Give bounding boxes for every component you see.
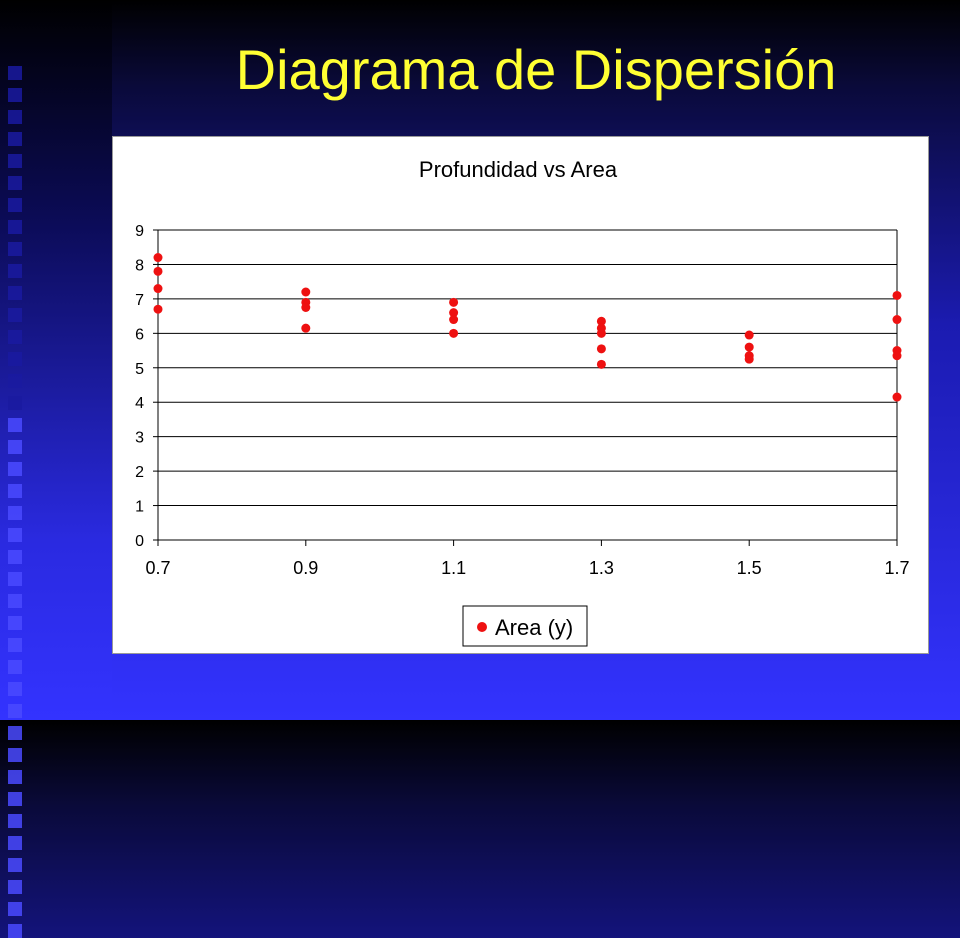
- data-point: [153, 284, 163, 294]
- y-tick-label: 4: [135, 395, 144, 412]
- data-point: [153, 266, 163, 276]
- decorative-square: [8, 550, 22, 564]
- decorative-square: [8, 374, 22, 388]
- data-point: [596, 328, 606, 338]
- decorative-square: [8, 418, 22, 432]
- data-points: [153, 253, 902, 402]
- chart-title: Profundidad vs Area: [419, 157, 618, 182]
- x-tick-label: 1.5: [737, 558, 762, 578]
- legend-label: Area (y): [495, 615, 573, 640]
- data-point: [892, 290, 902, 300]
- y-tick-label: 8: [135, 257, 144, 274]
- data-point: [744, 342, 754, 352]
- decorative-square: [8, 836, 22, 850]
- slide-left-strip: [0, 0, 112, 938]
- data-point: [449, 315, 459, 325]
- decorative-square: [8, 726, 22, 740]
- decorative-square: [8, 528, 22, 542]
- y-tick-label: 6: [135, 326, 144, 343]
- decorative-square: [8, 198, 22, 212]
- data-point: [596, 344, 606, 354]
- decorative-square: [8, 506, 22, 520]
- decorative-square: [8, 286, 22, 300]
- decorative-square: [8, 682, 22, 696]
- decorative-square: [8, 924, 22, 938]
- x-tick-label: 0.9: [293, 558, 318, 578]
- data-point: [449, 308, 459, 318]
- data-point: [153, 304, 163, 314]
- y-tick-label: 5: [135, 361, 144, 378]
- decorative-square: [8, 220, 22, 234]
- x-tick-label: 0.7: [145, 558, 170, 578]
- decorative-square: [8, 792, 22, 806]
- decorative-square: [8, 176, 22, 190]
- decorative-square: [8, 396, 22, 410]
- decorative-square: [8, 638, 22, 652]
- legend-marker: [477, 622, 487, 632]
- decorative-square: [8, 572, 22, 586]
- scatter-chart: Profundidad vs Area 0 1 2 3 4 5 6 7 8 9 0.7 0.9 1.1…: [135, 157, 910, 647]
- decorative-square: [8, 110, 22, 124]
- decorative-square: [8, 858, 22, 872]
- x-tick-label: 1.1: [441, 558, 466, 578]
- y-tick-label: 1: [135, 499, 144, 516]
- data-point: [153, 253, 163, 263]
- x-tick-label: 1.3: [589, 558, 614, 578]
- legend: Area (y): [462, 605, 588, 647]
- decorative-square: [8, 880, 22, 894]
- data-point: [744, 330, 754, 340]
- decorative-squares: [0, 0, 30, 938]
- data-point: [744, 354, 754, 364]
- decorative-square: [8, 748, 22, 762]
- y-tick-label: 3: [135, 430, 144, 447]
- decorative-square: [8, 902, 22, 916]
- decorative-square: [8, 132, 22, 146]
- decorative-square: [8, 462, 22, 476]
- y-tick-label: 9: [135, 223, 144, 240]
- decorative-square: [8, 352, 22, 366]
- data-point: [892, 392, 902, 402]
- decorative-square: [8, 154, 22, 168]
- data-point: [301, 303, 311, 312]
- y-tick-labels: 0 1 2 3 4 5 6 7 8 9: [135, 223, 158, 550]
- decorative-square: [8, 66, 22, 80]
- data-point: [596, 359, 606, 369]
- decorative-square: [8, 660, 22, 674]
- decorative-square: [8, 88, 22, 102]
- data-point: [301, 287, 311, 297]
- decorative-square: [8, 616, 22, 630]
- data-point: [892, 315, 902, 325]
- decorative-square: [8, 770, 22, 784]
- y-tick-label: 7: [135, 292, 144, 309]
- data-point: [449, 297, 459, 307]
- y-tick-label: 2: [135, 464, 144, 481]
- x-tick-labels: 0.7 0.9 1.1 1.3 1.5 1.7: [145, 540, 910, 578]
- x-tick-label: 1.7: [884, 558, 909, 578]
- data-point: [449, 328, 459, 338]
- chart-area: Profundidad vs Area 0 1 2 3 4 5 6 7 8 9 0.7 0.9 1.1…: [112, 136, 929, 654]
- decorative-square: [8, 330, 22, 344]
- decorative-square: [8, 440, 22, 454]
- y-tick-label: 0: [135, 533, 144, 550]
- decorative-square: [8, 704, 22, 718]
- data-point: [596, 316, 606, 326]
- slide-title: Diagrama de Dispersión: [235, 38, 837, 101]
- decorative-square: [8, 814, 22, 828]
- data-point: [301, 323, 311, 333]
- grid-lines: [157, 229, 898, 541]
- decorative-square: [8, 264, 22, 278]
- data-point: [892, 351, 902, 361]
- decorative-square: [8, 308, 22, 322]
- decorative-square: [8, 242, 22, 256]
- decorative-square: [8, 484, 22, 498]
- decorative-square: [8, 594, 22, 608]
